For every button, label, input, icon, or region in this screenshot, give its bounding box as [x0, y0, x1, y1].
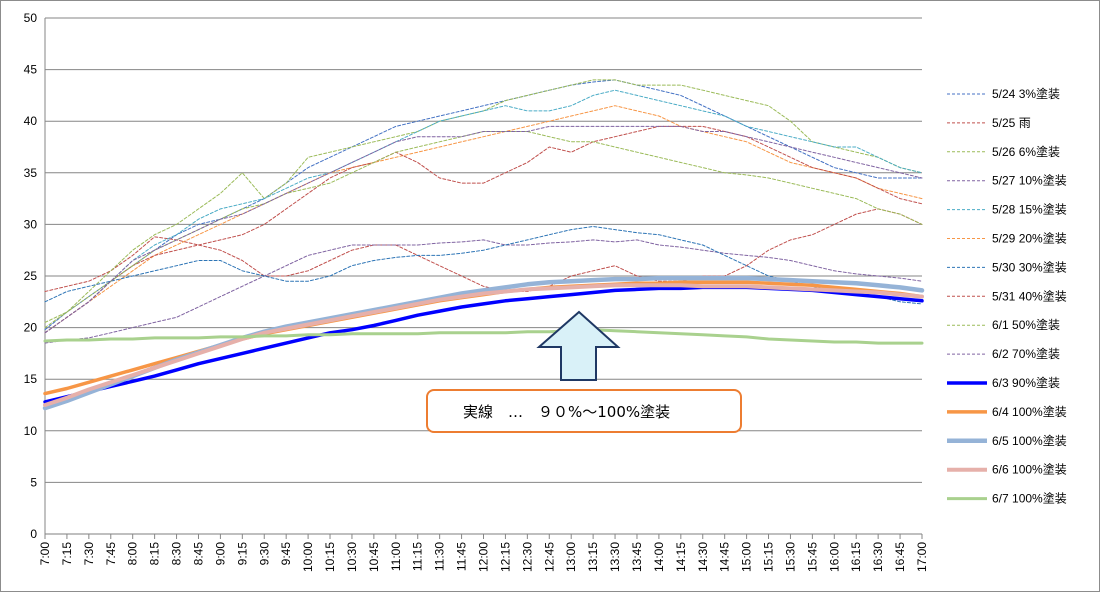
x-tick-label: 17:00	[915, 542, 929, 572]
x-tick-label: 7:45	[104, 542, 118, 566]
y-tick-label: 50	[24, 11, 38, 25]
y-tick-label: 35	[24, 166, 38, 180]
y-tick-label: 45	[24, 63, 38, 77]
x-tick-label: 13:45	[630, 542, 644, 572]
x-tick-label: 10:30	[345, 542, 359, 572]
gridlines	[45, 17, 922, 535]
series-line	[44, 105, 923, 334]
x-tick-label: 15:15	[762, 542, 776, 572]
annotation-box	[426, 389, 742, 433]
y-tick-label: 25	[24, 269, 38, 283]
x-tick-label: 12:15	[498, 542, 512, 572]
legend-label: 6/4 100%塗装	[992, 404, 1067, 419]
x-tick-label: 8:30	[170, 542, 184, 566]
up-arrow-icon	[536, 310, 621, 381]
series-line	[44, 89, 923, 334]
legend-label: 5/29 20%塗装	[992, 231, 1067, 246]
x-tick-label: 12:45	[542, 542, 556, 572]
series-line	[44, 79, 923, 331]
y-axis: 0 5 10 15 20 25 30 35 40 45 50	[24, 11, 46, 541]
legend-label: 5/27 10%塗装	[992, 173, 1067, 188]
x-tick-label: 16:00	[827, 542, 841, 572]
x-tick-label: 15:00	[740, 542, 754, 572]
x-axis: 7:00 7:15 7:30 7:45 8:00 8:15 8:30 8:45 9:00 9:15…	[38, 534, 929, 572]
y-tick-label: 40	[24, 114, 38, 128]
series-line	[43, 285, 924, 404]
series-lines	[42, 79, 925, 411]
x-tick-label: 16:15	[849, 542, 863, 572]
series-line	[44, 239, 923, 344]
x-tick-label: 11:15	[411, 542, 425, 571]
x-tick-label: 13:30	[608, 542, 622, 572]
x-tick-label: 15:45	[805, 542, 819, 572]
x-tick-label: 13:00	[564, 542, 578, 572]
x-tick-label: 11:00	[389, 542, 403, 571]
x-tick-label: 9:15	[235, 542, 249, 566]
x-tick-label: 9:30	[257, 542, 271, 566]
legend-label: 5/28 15%塗装	[992, 202, 1067, 217]
x-tick-label: 7:00	[38, 542, 52, 566]
legend-label: 6/5 100%塗装	[992, 433, 1067, 448]
annotation-text: 実線 … ９０%～100%塗装	[463, 403, 670, 421]
y-tick-label: 10	[24, 424, 38, 438]
legend-label: 5/30 30%塗装	[992, 259, 1067, 274]
x-tick-label: 11:30	[433, 542, 447, 571]
x-tick-label: 7:15	[60, 542, 74, 566]
legend-label: 6/7 100%塗装	[992, 491, 1067, 506]
annotation: 実線 … ９０%～100%塗装	[426, 310, 742, 433]
legend-label: 5/26 6%塗装	[992, 144, 1060, 159]
x-tick-label: 11:45	[455, 542, 469, 571]
series-line	[44, 208, 923, 292]
x-tick-label: 12:00	[477, 542, 491, 572]
x-tick-label: 8:15	[148, 542, 162, 566]
y-tick-label: 5	[30, 475, 37, 489]
x-tick-label: 14:30	[696, 542, 710, 572]
x-tick-label: 9:45	[279, 542, 293, 566]
x-tick-label: 10:00	[301, 542, 315, 572]
series-line	[43, 283, 924, 407]
x-tick-label: 9:00	[213, 542, 227, 566]
series-line	[44, 125, 923, 334]
series-line	[44, 125, 923, 334]
y-tick-label: 30	[24, 217, 38, 231]
x-tick-label: 13:15	[586, 542, 600, 572]
legend: 5/24 3%塗装 5/25 雨 5/26 6%塗装 5/27 10%塗装 5/28 1…	[947, 86, 1067, 506]
x-tick-label: 8:45	[191, 542, 205, 566]
x-tick-label: 10:45	[367, 542, 381, 572]
x-tick-label: 16:30	[871, 542, 885, 572]
legend-label: 6/2 70%塗装	[992, 346, 1060, 361]
x-tick-label: 14:45	[718, 542, 732, 572]
legend-label: 6/1 50%塗装	[992, 317, 1060, 332]
x-tick-label: 10:15	[323, 542, 337, 572]
x-tick-label: 15:30	[783, 542, 797, 572]
x-tick-label: 7:30	[82, 542, 96, 566]
series-line	[43, 328, 924, 345]
x-tick-label: 8:00	[126, 542, 140, 566]
y-tick-label: 0	[30, 527, 37, 541]
x-tick-label: 16:45	[893, 542, 907, 572]
x-tick-label: 14:15	[674, 542, 688, 572]
x-tick-label: 14:00	[652, 542, 666, 572]
y-tick-label: 20	[24, 321, 38, 335]
legend-label: 6/6 100%塗装	[992, 462, 1067, 477]
x-tick-label: 12:30	[520, 542, 534, 572]
y-tick-label: 15	[24, 372, 38, 386]
series-line	[42, 275, 925, 411]
legend-label: 5/31 40%塗装	[992, 288, 1067, 303]
legend-label: 6/3 90%塗装	[992, 375, 1060, 390]
legend-label: 5/24 3%塗装	[992, 86, 1060, 101]
series-line	[44, 131, 923, 329]
legend-label: 5/25 雨	[992, 116, 1031, 130]
